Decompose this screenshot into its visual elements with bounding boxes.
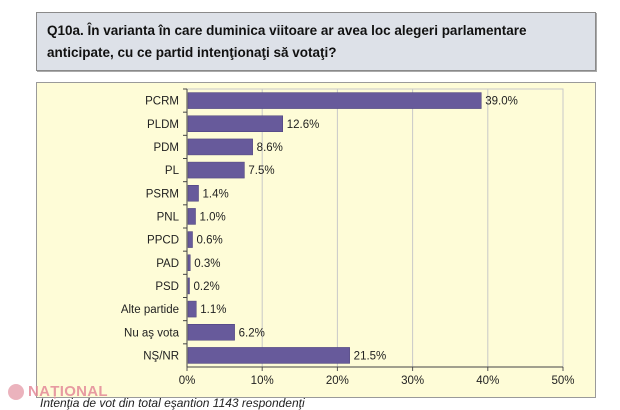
category-label: PDM [153, 142, 179, 154]
category-label: PSRM [146, 188, 179, 200]
footer-note: Intenţia de vot din total eşantion 1143 … [40, 396, 305, 410]
data-label: 1.1% [200, 304, 226, 316]
bar [187, 300, 197, 318]
category-label: PPCD [147, 235, 179, 247]
bar [187, 208, 196, 225]
data-label: 0.3% [194, 258, 220, 270]
bar [187, 324, 235, 341]
watermark-logo: NAȚIONAL [8, 383, 108, 401]
x-tick-label: 0% [179, 375, 196, 387]
chart-frame [36, 82, 596, 398]
category-label: PNL [157, 211, 180, 223]
x-tick-label: 20% [326, 375, 349, 387]
bar [187, 185, 199, 202]
data-label: 8.6% [257, 142, 283, 154]
category-label: Nu aş vota [124, 327, 180, 339]
data-label: 6.2% [239, 327, 265, 339]
question-box: Q10a. În varianta în care duminica viito… [36, 12, 596, 71]
data-label: 1.4% [203, 188, 229, 200]
category-label: Alte partide [121, 304, 179, 316]
x-tick-label: 50% [551, 375, 574, 387]
category-label: NŞ/NR [143, 350, 179, 362]
bar [187, 138, 253, 156]
data-label: 12.6% [287, 119, 320, 131]
category-label: PSD [155, 281, 179, 293]
bar [187, 92, 482, 109]
x-tick-label: 10% [251, 375, 274, 387]
data-label: 1.0% [200, 211, 226, 223]
data-label: 21.5% [354, 350, 387, 362]
question-text: Q10a. În varianta în care duminica viito… [47, 23, 527, 60]
category-label: PAD [156, 258, 179, 270]
bar [187, 161, 245, 179]
category-label: PLDM [147, 119, 179, 131]
bar [187, 231, 193, 248]
category-label: PCRM [145, 96, 179, 108]
bar [187, 347, 350, 364]
data-label: 0.2% [194, 281, 220, 293]
category-label: PL [165, 165, 180, 177]
bar [187, 254, 191, 271]
x-tick-label: 30% [401, 375, 424, 387]
x-tick-label: 40% [476, 375, 499, 387]
bar [187, 115, 284, 132]
data-label: 7.5% [248, 165, 274, 177]
data-label: 39.0% [485, 96, 518, 108]
bar [187, 277, 190, 295]
data-label: 0.6% [197, 235, 223, 247]
